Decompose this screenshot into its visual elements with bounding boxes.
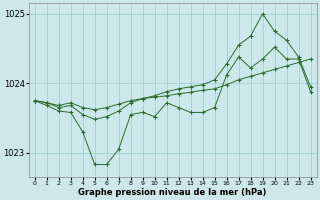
X-axis label: Graphe pression niveau de la mer (hPa): Graphe pression niveau de la mer (hPa) (78, 188, 267, 197)
